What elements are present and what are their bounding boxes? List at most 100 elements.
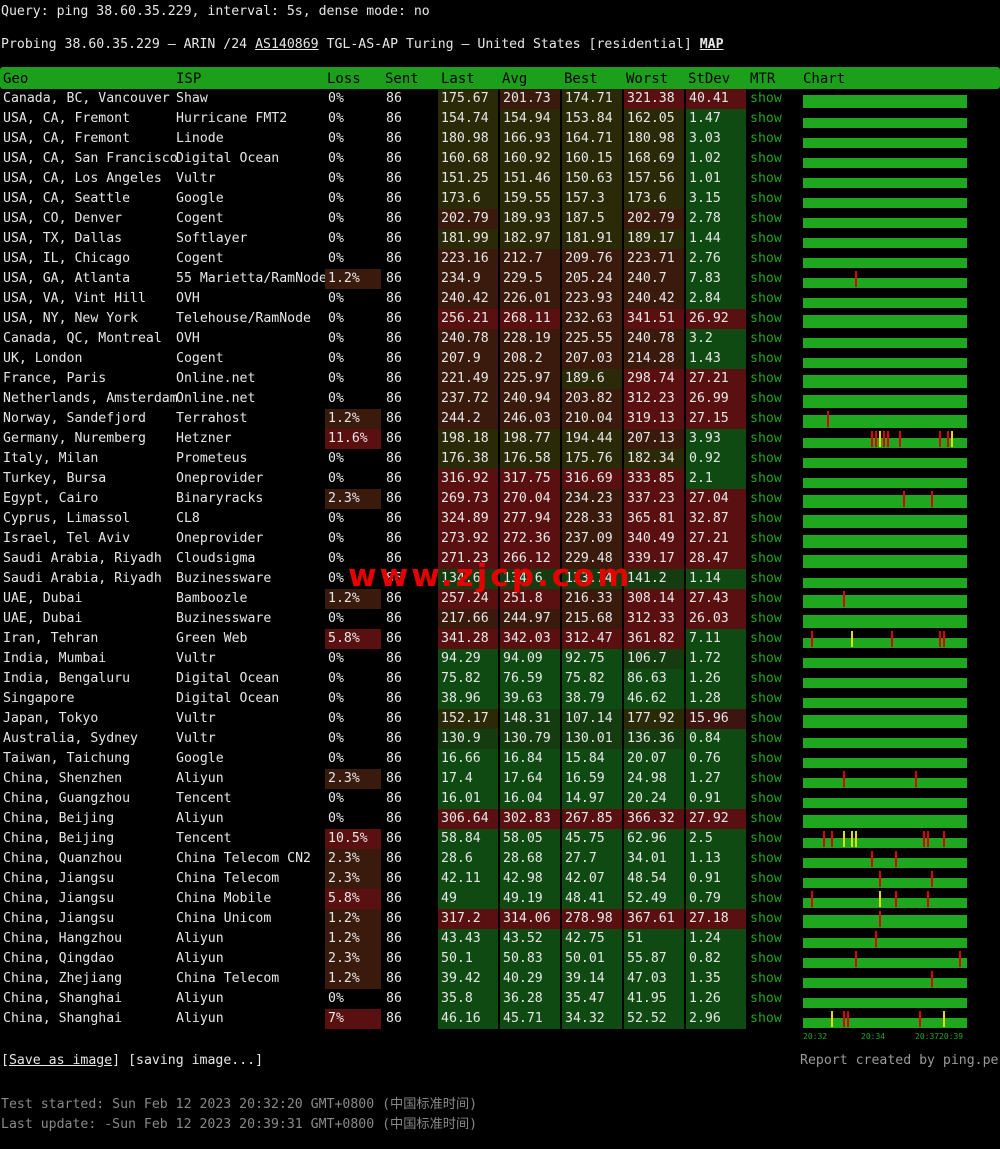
mtr-show-link[interactable]: show: [750, 131, 782, 146]
sparkline-fill: [803, 358, 967, 368]
mtr-show-link[interactable]: show: [750, 351, 782, 366]
cell-last: 160.68: [438, 149, 498, 169]
mtr-show-link[interactable]: show: [750, 491, 782, 506]
loss-spike: [895, 851, 897, 867]
header-col-best: Best: [564, 71, 598, 87]
table-row: UAE, Dubai Buzinessware 0% 86 217.66 244.97 21…: [0, 609, 1000, 629]
cell-geo: China, Quanzhou: [3, 851, 123, 866]
cell-worst: 48.54: [624, 869, 684, 889]
cell-loss: 5.8%: [325, 629, 381, 649]
mtr-show-link[interactable]: show: [750, 411, 782, 426]
mtr-show-link[interactable]: show: [750, 851, 782, 866]
cell-geo: UK, London: [3, 351, 83, 366]
mtr-show-link[interactable]: show: [750, 651, 782, 666]
mtr-show-link[interactable]: show: [750, 311, 782, 326]
cell-last: 269.73: [438, 489, 498, 509]
latency-sparkline: [803, 631, 967, 648]
cell-last: 154.74: [438, 109, 498, 129]
mtr-show-link[interactable]: show: [750, 891, 782, 906]
sparkline-fill: [803, 938, 967, 948]
cell-best: 107.14: [562, 709, 622, 729]
mtr-show-link[interactable]: show: [750, 871, 782, 886]
cell-worst: 141.2: [624, 569, 684, 589]
mtr-show-link[interactable]: show: [750, 751, 782, 766]
mtr-show-link[interactable]: show: [750, 611, 782, 626]
table-row: China, Shanghai Aliyun 0% 86 35.8 36.28 35.47 4…: [0, 989, 1000, 1009]
map-link[interactable]: MAP: [699, 37, 724, 52]
mtr-show-link[interactable]: show: [750, 271, 782, 286]
cell-worst: 339.17: [624, 549, 684, 569]
cell-loss: 0%: [328, 391, 344, 406]
latency-sparkline: [803, 458, 967, 468]
mtr-show-link[interactable]: show: [750, 731, 782, 746]
mtr-show-link[interactable]: show: [750, 531, 782, 546]
cell-geo: UAE, Dubai: [3, 611, 83, 626]
mtr-show-link[interactable]: show: [750, 831, 782, 846]
mtr-show-link[interactable]: show: [750, 771, 782, 786]
mtr-show-link[interactable]: show: [750, 991, 782, 1006]
save-as-image-link[interactable]: Save as image: [8, 1053, 113, 1068]
mtr-show-link[interactable]: show: [750, 471, 782, 486]
cell-isp: CL8: [176, 511, 200, 526]
mtr-show-link[interactable]: show: [750, 171, 782, 186]
cell-isp: Aliyun: [176, 931, 224, 946]
cell-loss: 0%: [328, 331, 344, 346]
cell-worst: 180.98: [624, 129, 684, 149]
mtr-show-link[interactable]: show: [750, 951, 782, 966]
sparkline-fill: [803, 1018, 967, 1028]
mtr-show-link[interactable]: show: [750, 571, 782, 586]
table-row: Israel, Tel Aviv Oneprovider 0% 86 273.92 272…: [0, 529, 1000, 549]
cell-isp: Terrahost: [176, 411, 248, 426]
mtr-show-link[interactable]: show: [750, 231, 782, 246]
cell-stdev: 1.13: [686, 849, 746, 869]
table-row: Egypt, Cairo Binaryracks 2.3% 86 269.73 270.0…: [0, 489, 1000, 509]
cell-sent: 86: [386, 211, 402, 226]
mtr-show-link[interactable]: show: [750, 151, 782, 166]
mtr-show-link[interactable]: show: [750, 971, 782, 986]
cell-sent: 86: [386, 731, 402, 746]
cell-stdev: 1.27: [686, 769, 746, 789]
mtr-show-link[interactable]: show: [750, 911, 782, 926]
mtr-show-link[interactable]: show: [750, 591, 782, 606]
mtr-show-link[interactable]: show: [750, 431, 782, 446]
mtr-show-link[interactable]: show: [750, 711, 782, 726]
cell-geo: India, Bengaluru: [3, 671, 131, 686]
mtr-show-link[interactable]: show: [750, 391, 782, 406]
cell-worst: 168.69: [624, 149, 684, 169]
table-row: India, Mumbai Vultr 0% 86 94.29 94.09 92.75 106…: [0, 649, 1000, 669]
loss-spike: [939, 431, 941, 447]
cell-stdev: 26.99: [686, 389, 746, 409]
mtr-show-link[interactable]: show: [750, 671, 782, 686]
mtr-show-link[interactable]: show: [750, 691, 782, 706]
mtr-show-link[interactable]: show: [750, 931, 782, 946]
sparkline-fill: [803, 715, 967, 728]
mtr-show-link[interactable]: show: [750, 551, 782, 566]
mtr-show-link[interactable]: show: [750, 511, 782, 526]
mtr-show-link[interactable]: show: [750, 191, 782, 206]
cell-worst: 20.07: [624, 749, 684, 769]
cell-loss: 0%: [328, 511, 344, 526]
cell-avg: 198.77: [500, 429, 560, 449]
cell-sent: 86: [386, 231, 402, 246]
mtr-show-link[interactable]: show: [750, 91, 782, 106]
cell-last: 17.4: [438, 769, 498, 789]
mtr-show-link[interactable]: show: [750, 251, 782, 266]
mtr-show-link[interactable]: show: [750, 811, 782, 826]
sparkline-fill: [803, 878, 967, 888]
cell-stdev: 0.91: [686, 869, 746, 889]
sparkline-fill: [803, 395, 967, 408]
cell-avg: 266.12: [500, 549, 560, 569]
cell-avg: 208.2: [500, 349, 560, 369]
mtr-show-link[interactable]: show: [750, 1011, 782, 1026]
mtr-show-link[interactable]: show: [750, 291, 782, 306]
mtr-show-link[interactable]: show: [750, 331, 782, 346]
mtr-show-link[interactable]: show: [750, 211, 782, 226]
mtr-show-link[interactable]: show: [750, 631, 782, 646]
asn-link[interactable]: AS140869: [255, 37, 319, 52]
cell-best: 175.76: [562, 449, 622, 469]
mtr-show-link[interactable]: show: [750, 791, 782, 806]
mtr-show-link[interactable]: show: [750, 451, 782, 466]
mtr-show-link[interactable]: show: [750, 371, 782, 386]
mtr-show-link[interactable]: show: [750, 111, 782, 126]
cell-geo: Italy, Milan: [3, 451, 99, 466]
